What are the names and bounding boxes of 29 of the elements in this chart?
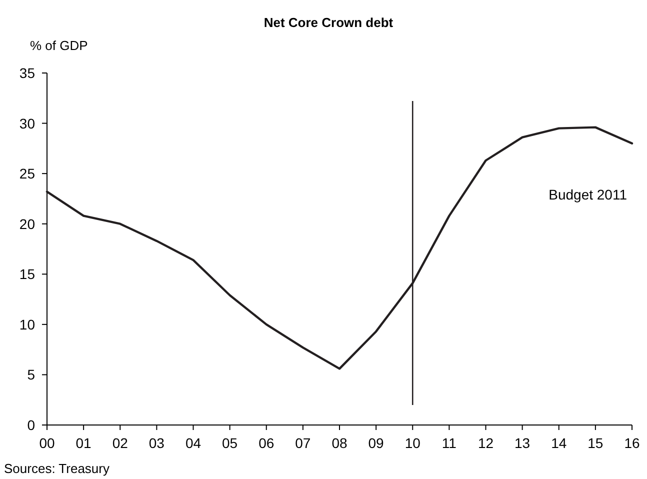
x-tick-label: 07 (295, 435, 311, 451)
x-tick-label: 16 (624, 435, 640, 451)
y-tick-label: 10 (19, 316, 36, 332)
x-tick-label: 15 (588, 435, 604, 451)
chart-title: Net Core Crown debt (264, 15, 394, 30)
source-note: Sources: Treasury (4, 461, 110, 476)
y-tick-label: 25 (19, 166, 36, 182)
x-tick-label: 11 (442, 435, 457, 451)
x-tick-label: 06 (258, 435, 274, 451)
x-tick-label: 14 (551, 435, 567, 451)
y-tick-label: 15 (19, 266, 36, 282)
x-tick-label: 05 (222, 435, 238, 451)
y-tick-label: 30 (19, 115, 36, 132)
y-tick-label: 35 (19, 65, 36, 81)
x-tick-label: 02 (112, 435, 128, 451)
x-tick-label: 00 (39, 435, 55, 451)
y-axis-title: % of GDP (30, 38, 88, 53)
x-tick-label: 08 (332, 435, 348, 451)
x-tick-label: 04 (185, 435, 202, 451)
x-tick-label: 01 (76, 435, 92, 451)
x-tick-label: 03 (148, 435, 165, 451)
y-tick-label: 0 (27, 417, 36, 433)
x-tick-label: 10 (404, 435, 421, 451)
x-tick-label: 13 (514, 435, 530, 451)
x-tick-label: 12 (478, 435, 494, 451)
ref-line-label: Budget 2011 (548, 186, 628, 203)
x-tick-label: 09 (368, 435, 384, 451)
y-tick-label: 5 (27, 366, 36, 383)
y-tick-label: 20 (19, 216, 36, 232)
